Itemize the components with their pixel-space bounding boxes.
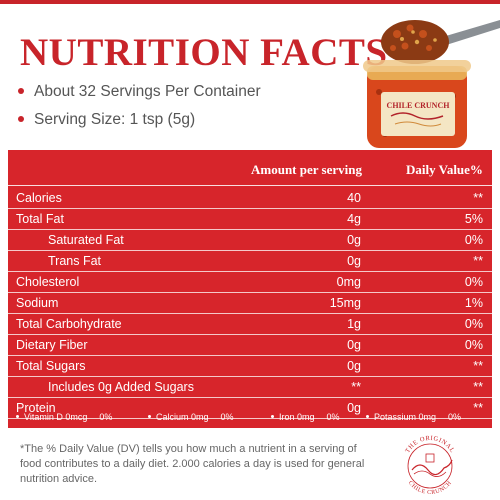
nutrient-daily-value: ** [473,401,483,415]
nutrient-row-saturated-fat: Saturated Fat 0g 0% [8,230,492,251]
serving-size: Serving Size: 1 tsp (5g) [18,106,261,134]
vitamin-percent: 0% [448,412,462,422]
nutrient-row-sodium: Sodium 15mg 1% [8,293,492,314]
nutrient-row-dietary-fiber: Dietary Fiber 0g 0% [8,335,492,356]
servings-per-container: About 32 Servings Per Container [18,78,261,106]
vitamin-percent: 0% [220,412,234,422]
nutrient-name: Total Carbohydrate [16,317,122,331]
iron-item: Iron 0mg 0% [271,409,340,425]
potassium-item: Potassium 0mg 0% [366,409,461,425]
nutrient-row-total-carbohydrate: Total Carbohydrate 1g 0% [8,314,492,335]
nutrient-daily-value: 1% [464,296,483,310]
bullet-icon [366,415,369,419]
bullet-icon [16,415,19,419]
bullet-icon [271,415,274,419]
page-title: NUTRITION FACTS [20,31,388,74]
serving-size-text: Serving Size: 1 tsp (5g) [34,111,196,128]
serving-info-list: About 32 Servings Per Container Serving … [18,78,261,134]
nutrient-daily-value: 0% [464,275,483,289]
svg-text:THE ORIGINAL: THE ORIGINAL [404,435,456,454]
vitamins-minerals-row: Vitamin D 0mcg 0% Calcium 0mg 0% Iron 0mg 0… [8,409,492,425]
bullet-icon [18,115,24,122]
nutrient-name: Protein [16,401,56,415]
nutrition-panel: Amount per serving Daily Value% Calories… [8,150,492,428]
daily-value-footnote: *The % Daily Value (DV) tells you how mu… [20,443,365,485]
nutrient-rows: Calories 40 ** Total Fat 4g 5% Saturated… [8,188,492,419]
vitamin-name: Vitamin D 0mcg [24,412,88,422]
nutrient-amount: ** [351,380,361,394]
nutrient-row-total-sugars: Total Sugars 0g ** [8,356,492,377]
calcium-item: Calcium 0mg 0% [148,409,234,425]
nutrient-name: Total Fat [16,212,64,226]
nutrient-amount: 4g [347,212,361,226]
nutrient-daily-value: 0% [464,233,483,247]
nutrient-name: Calories [16,191,62,205]
nutrient-amount: 0mg [336,275,361,289]
vitamin-percent: 0% [326,412,340,422]
nutrient-name: Total Sugars [16,359,86,373]
nutrient-daily-value: ** [473,359,483,373]
nutrient-daily-value: ** [473,191,483,205]
nutrient-name: Trans Fat [48,254,102,268]
nutrient-name: Saturated Fat [48,233,124,247]
nutrient-name: Sodium [16,296,59,310]
seal-top-text: THE ORIGINAL [404,435,455,454]
servings-text: About 32 Servings Per Container [34,83,261,100]
nutrient-daily-value: 0% [464,338,483,352]
nutrient-daily-value: 5% [464,212,483,226]
nutrient-row-protein: Protein 0g ** [8,398,492,419]
header-divider [8,185,492,186]
header-amount-per-serving: Amount per serving [251,162,362,177]
nutrient-row-trans-fat: Trans Fat 0g ** [8,251,492,272]
vitamin-name: Calcium 0mg [156,412,209,422]
nutrient-row-total-fat: Total Fat 4g 5% [8,209,492,230]
vitamin-percent: 0% [99,412,113,422]
nutrient-name: Includes 0g Added Sugars [48,380,194,394]
bullet-icon [18,87,24,94]
nutrient-amount: 1g [347,317,361,331]
nutrient-daily-value: 0% [464,317,483,331]
jar-label-text: CHILE CRUNCH [387,101,451,110]
brand-seal-logo: THE ORIGINAL CHILE CRUNCH [404,435,456,496]
vitamin-name: Potassium 0mg [374,412,437,422]
bullet-icon [148,415,151,419]
nutrient-amount: 0g [347,338,361,352]
top-rule [0,0,500,4]
header-daily-value: Daily Value% [406,162,483,177]
nutrient-amount: 0g [347,401,361,415]
product-jar-image: CHILE CRUNCH [363,20,500,148]
nutrient-amount: 0g [347,359,361,373]
nutrient-row-calories: Calories 40 ** [8,188,492,209]
vitamin-d-item: Vitamin D 0mcg 0% [16,409,112,425]
nutrient-name: Dietary Fiber [16,338,88,352]
nutrient-amount: 0g [347,233,361,247]
nutrient-daily-value: ** [473,254,483,268]
vitamin-name: Iron 0mg [279,412,315,422]
nutrient-row-added-sugars: Includes 0g Added Sugars ** ** [8,377,492,398]
nutrient-daily-value: ** [473,380,483,394]
nutrient-amount: 40 [347,191,361,205]
nutrient-amount: 0g [347,254,361,268]
nutrient-row-cholesterol: Cholesterol 0mg 0% [8,272,492,293]
nutrient-amount: 15mg [329,296,361,310]
nutrient-name: Cholesterol [16,275,80,289]
